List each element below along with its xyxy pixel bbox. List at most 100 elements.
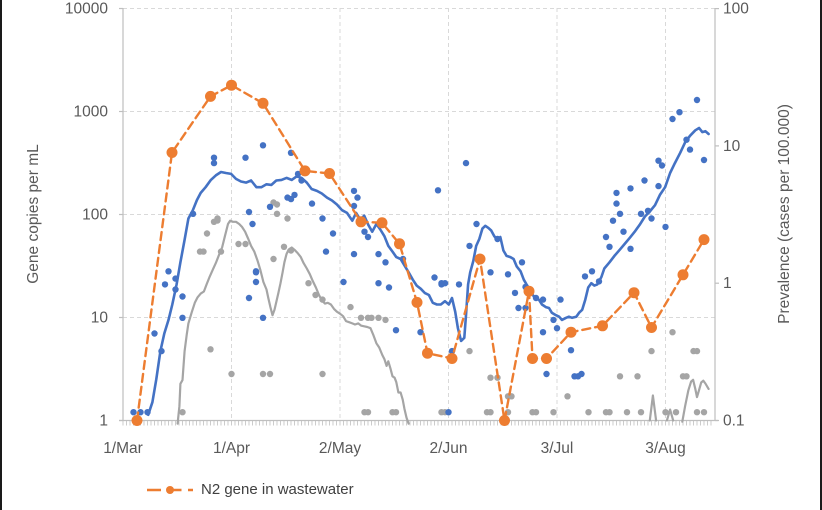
- data-point: [375, 314, 382, 321]
- x-axis-tick-label: 1/Mar: [103, 440, 143, 457]
- data-point: [567, 347, 575, 354]
- data-point: [620, 228, 627, 235]
- data-point: [235, 240, 242, 248]
- data-marker: [446, 353, 458, 364]
- data-point: [539, 296, 547, 303]
- data-point: [455, 281, 463, 288]
- data-marker: [324, 168, 335, 179]
- data-marker: [698, 234, 710, 246]
- data-point: [245, 294, 253, 302]
- data-point: [532, 409, 540, 416]
- data-marker: [131, 415, 143, 426]
- data-point: [259, 142, 267, 149]
- data-point: [245, 208, 253, 216]
- data-point: [252, 278, 260, 286]
- data-point: [165, 268, 172, 275]
- x-axis-tick-label: 1/Apr: [213, 440, 250, 457]
- data-point: [291, 191, 298, 199]
- data-point: [308, 200, 316, 207]
- data-point: [179, 314, 186, 321]
- data-point: [686, 146, 694, 153]
- x-axis-tick-label: 2/May: [319, 440, 361, 457]
- data-point: [515, 304, 522, 312]
- data-marker: [541, 353, 552, 364]
- data-point: [266, 203, 274, 210]
- data-point: [375, 280, 382, 287]
- data-point: [151, 330, 158, 337]
- data-point: [487, 374, 494, 381]
- data-marker: [226, 79, 237, 91]
- data-point: [700, 409, 708, 416]
- x-axis-tick-label: 2/Jun: [430, 440, 468, 457]
- data-marker: [677, 269, 689, 281]
- data-marker: [422, 347, 433, 359]
- data-point: [581, 273, 589, 280]
- data-point: [217, 248, 225, 255]
- data-point: [648, 215, 655, 222]
- data-point: [522, 304, 529, 312]
- data-point: [364, 409, 372, 416]
- left-axis-tick-label: 10000: [65, 1, 108, 18]
- data-point: [385, 284, 393, 291]
- data-point: [350, 202, 358, 210]
- data-marker: [257, 97, 269, 109]
- data-point: [305, 280, 312, 287]
- data-point: [609, 217, 617, 224]
- data-point: [504, 271, 512, 278]
- data-point: [543, 370, 550, 378]
- data-point: [242, 240, 249, 248]
- data-point: [364, 233, 372, 241]
- data-point: [319, 296, 326, 303]
- data-point: [319, 370, 326, 378]
- data-point: [627, 185, 634, 192]
- data-point: [655, 157, 662, 164]
- data-point: [613, 200, 620, 207]
- data-point: [606, 409, 613, 416]
- data-point: [693, 409, 701, 416]
- data-point: [623, 409, 631, 416]
- data-marker: [565, 326, 577, 338]
- series-gray_daily: [179, 199, 708, 416]
- data-point: [273, 201, 281, 208]
- data-point: [445, 409, 452, 416]
- data-point: [434, 187, 442, 194]
- data-point: [284, 215, 291, 222]
- data-point: [487, 409, 494, 416]
- data-point: [676, 109, 683, 116]
- data-point: [669, 115, 676, 123]
- data-marker: [474, 253, 486, 265]
- data-marker: [299, 165, 311, 177]
- data-point: [693, 96, 701, 104]
- data-point: [578, 370, 585, 378]
- legend-line-marker-icon: [147, 485, 193, 494]
- data-point: [280, 243, 288, 250]
- left-axis-tick-label: 100: [82, 207, 108, 224]
- data-point: [564, 393, 571, 400]
- data-point: [634, 373, 641, 380]
- data-point: [203, 230, 211, 237]
- data-point: [375, 250, 382, 258]
- right-axis-tick-label: 10: [723, 138, 741, 155]
- data-point: [350, 187, 358, 195]
- data-point: [249, 220, 256, 228]
- data-point: [700, 156, 708, 164]
- data-point: [361, 228, 368, 235]
- data-marker: [166, 147, 178, 158]
- x-axis-tick-label: 3/Aug: [645, 440, 686, 457]
- data-point: [585, 409, 592, 416]
- data-marker: [523, 285, 535, 297]
- data-point: [368, 314, 375, 321]
- data-point: [557, 296, 564, 303]
- data-point: [382, 316, 389, 324]
- data-point: [613, 189, 620, 197]
- data-point: [662, 409, 669, 416]
- data-point: [207, 346, 214, 353]
- data-point: [637, 210, 645, 217]
- data-marker: [597, 320, 608, 332]
- data-point: [392, 327, 400, 334]
- data-point: [228, 370, 235, 378]
- data-point: [252, 268, 260, 275]
- data-point: [340, 278, 347, 286]
- legend: N2 gene in wastewater: [146, 481, 354, 498]
- screenshot-right-edge: [820, 0, 822, 510]
